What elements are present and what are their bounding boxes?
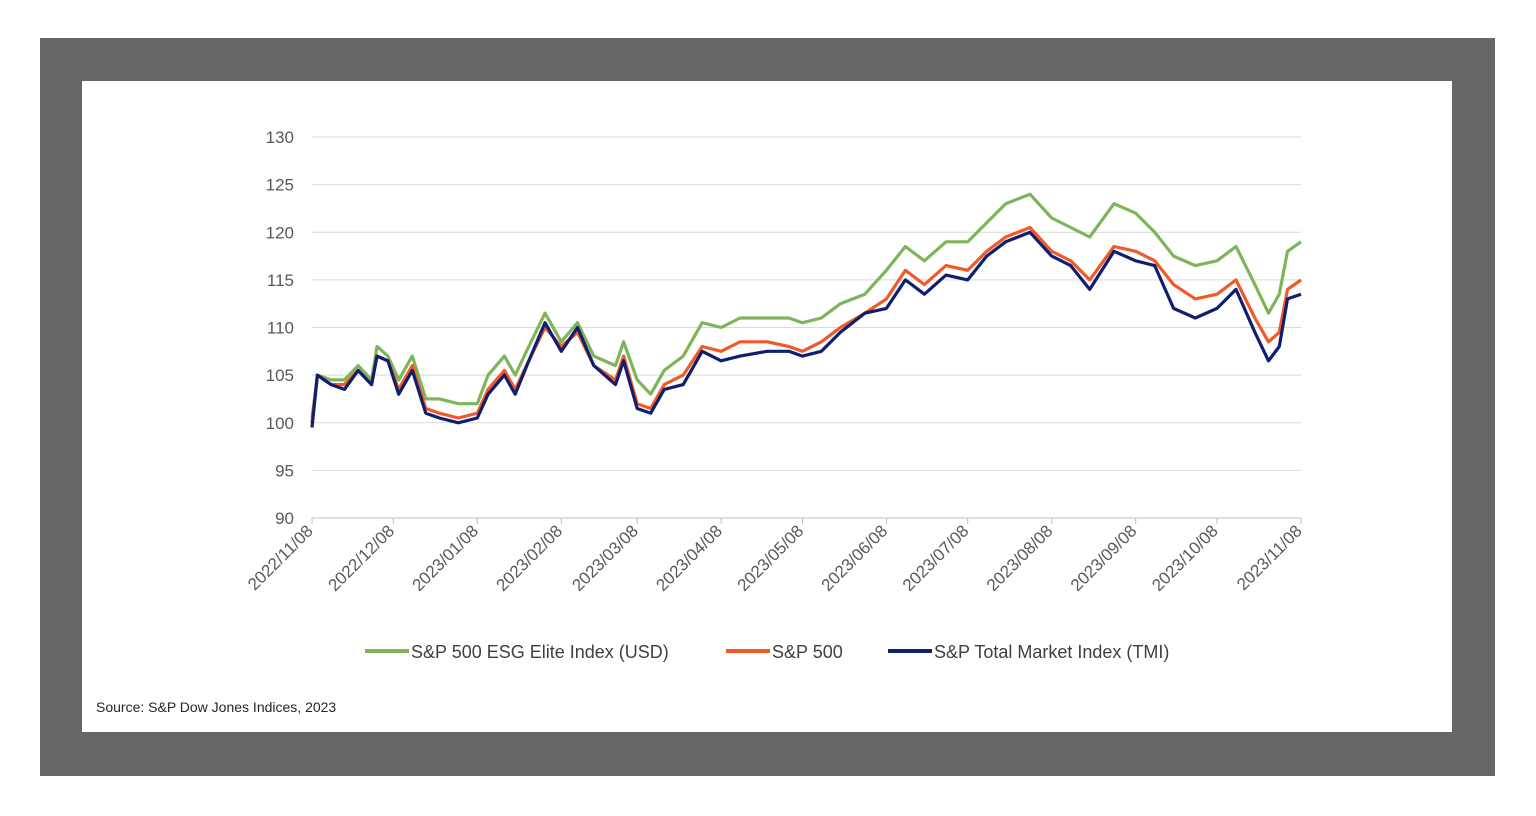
series-lines [310, 192, 1302, 428]
line-chart: 90 95 100 105 110 115 120 125 130 2022/11/08 2022… [244, 128, 1306, 662]
source-note: Source: S&P Dow Jones Indices, 2023 [96, 699, 337, 715]
x-tick-label: 2023/01/08 [409, 521, 483, 595]
legend-label: S&P Total Market Index (TMI) [934, 642, 1169, 662]
x-tick-labels: 2022/11/08 2022/12/08 2023/01/08 2023/02/08… [244, 521, 1306, 595]
y-tick-label: 105 [266, 366, 294, 385]
x-tick-label: 2023/08/08 [983, 521, 1057, 595]
y-tick-label: 110 [267, 319, 294, 338]
x-tick-label: 2022/12/08 [325, 521, 399, 595]
gridlines [312, 136, 1301, 519]
y-tick-label: 115 [267, 271, 294, 290]
x-tick-label: 2023/07/08 [899, 521, 973, 595]
legend: S&P 500 ESG Elite Index (USD) S&P 500 S&P … [365, 642, 1169, 662]
x-axis [311, 517, 1302, 524]
y-tick-label: 95 [275, 461, 294, 480]
x-tick-label: 2023/09/08 [1067, 521, 1141, 595]
x-tick-label: 2023/10/08 [1148, 521, 1222, 595]
x-tick-label: 2023/05/08 [734, 521, 808, 595]
series-line-3 [310, 230, 1302, 428]
chart-panel: 90 95 100 105 110 115 120 125 130 2022/11/08 2022… [82, 81, 1452, 732]
x-tick-label: 2023/03/08 [568, 521, 642, 595]
series-line-2 [310, 225, 1302, 423]
y-tick-labels: 90 95 100 105 110 115 120 125 130 [266, 128, 294, 528]
x-tick-label: 2023/11/08 [1233, 521, 1306, 594]
x-tick-label: 2023/02/08 [493, 521, 567, 595]
legend-label: S&P 500 ESG Elite Index (USD) [411, 642, 669, 662]
legend-label: S&P 500 [772, 642, 843, 662]
y-tick-label: 90 [275, 509, 294, 528]
series-line-1 [310, 192, 1302, 419]
y-tick-label: 125 [266, 176, 294, 195]
y-tick-label: 100 [266, 414, 294, 433]
x-tick-label: 2022/11/08 [244, 521, 317, 594]
x-tick-label: 2023/04/08 [652, 521, 726, 595]
y-tick-label: 130 [266, 128, 294, 147]
y-tick-label: 120 [266, 223, 294, 242]
x-tick-label: 2023/06/08 [818, 521, 892, 595]
